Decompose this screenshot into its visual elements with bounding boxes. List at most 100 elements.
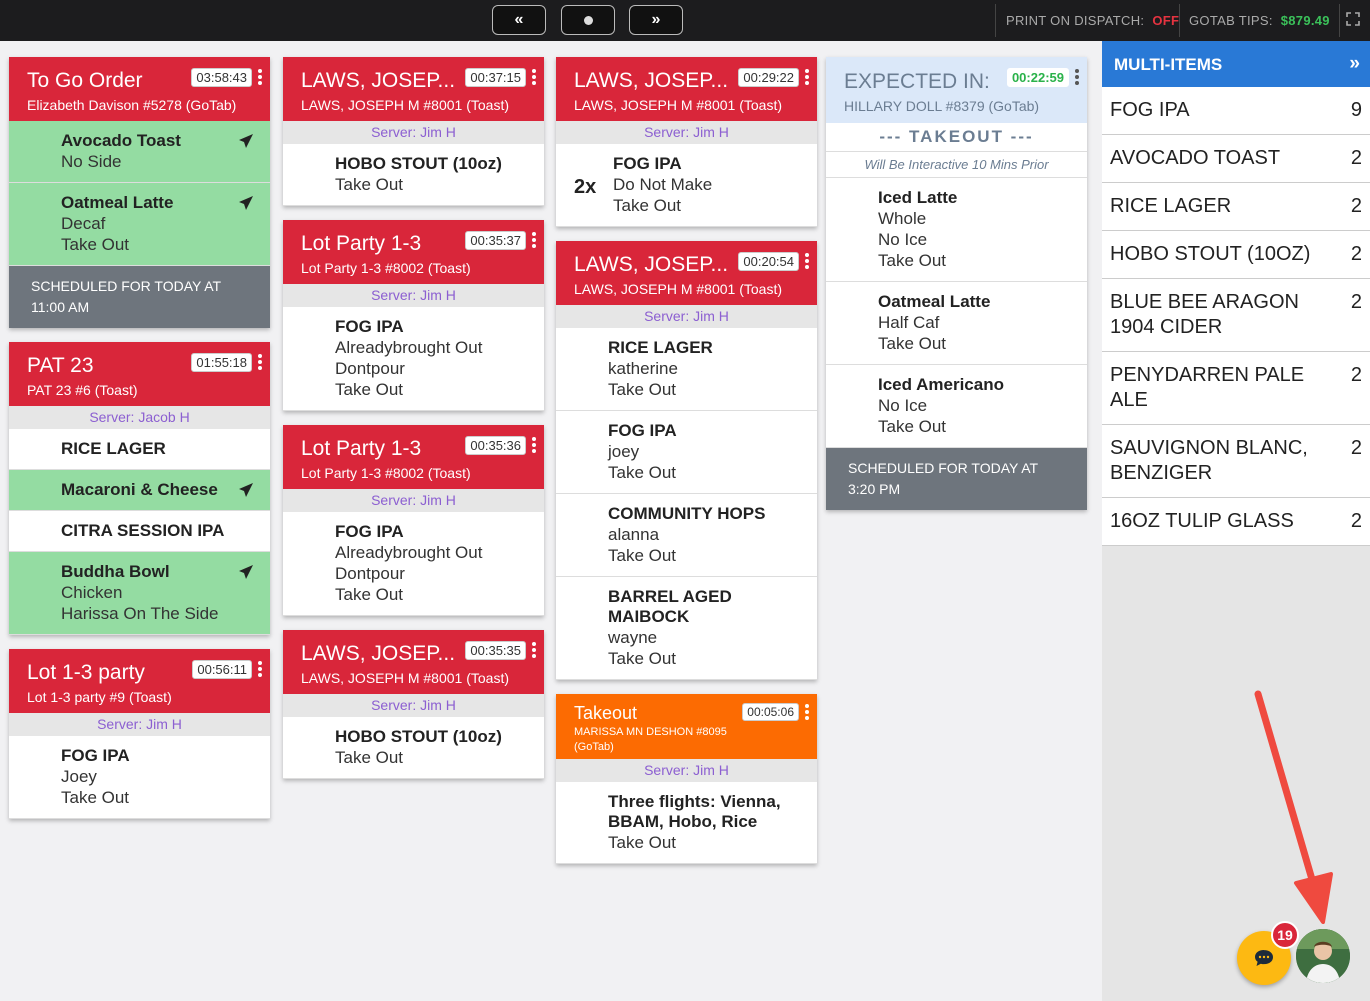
order-customer: Lot Party 1-3 #8002 (Toast) xyxy=(301,465,471,481)
multi-item-row[interactable]: FOG IPA 9 xyxy=(1102,87,1370,135)
multi-item-count: 2 xyxy=(1350,510,1362,532)
item-mod: joey xyxy=(608,442,640,461)
order-item[interactable]: FOG IPA Joey Take Out xyxy=(9,736,270,819)
order-item[interactable]: FOG IPA Alreadybrought Out Dontpour Take… xyxy=(283,307,544,411)
order-card[interactable]: Lot Party 1-3 Lot Party 1-3 #8002 (Toast… xyxy=(283,425,544,616)
item-mod: Take Out xyxy=(335,175,404,194)
next-page-button[interactable]: » xyxy=(629,5,683,35)
item-mod: Alreadybrought Out xyxy=(335,543,483,562)
paper-plane-icon xyxy=(239,134,253,148)
order-title: Lot Party 1-3 xyxy=(301,437,422,460)
multi-item-name: AVOCADO TOAST xyxy=(1110,147,1281,169)
order-timer: 00:56:11 xyxy=(192,660,252,679)
item-name: Macaroni & Cheese xyxy=(61,480,218,499)
order-customer: LAWS, JOSEPH M #8001 (Toast) xyxy=(574,281,782,297)
top-bar: « » PRINT ON DISPATCH: OFF GOTAB TIPS: $… xyxy=(0,0,1370,41)
kebab-menu-icon[interactable] xyxy=(805,253,809,271)
kebab-menu-icon[interactable] xyxy=(258,354,262,372)
order-item[interactable]: COMMUNITY HOPS alanna Take Out xyxy=(556,494,817,577)
print-status: OFF xyxy=(1152,13,1180,28)
item-mod: Dontpour xyxy=(335,564,405,583)
order-card[interactable]: Lot 1-3 party Lot 1-3 party #9 (Toast) 0… xyxy=(9,649,270,819)
collapse-chevron-icon[interactable]: » xyxy=(1349,53,1360,74)
prev-page-button[interactable]: « xyxy=(492,5,546,35)
order-item[interactable]: RICE LAGER xyxy=(9,429,270,470)
order-item[interactable]: Buddha Bowl Chicken Harissa On The Side xyxy=(9,552,270,635)
multi-item-row[interactable]: PENYDARREN PALE ALE 2 xyxy=(1102,352,1370,425)
order-item[interactable]: Iced Latte Whole No Ice Take Out xyxy=(826,178,1087,282)
kebab-menu-icon[interactable] xyxy=(258,69,262,87)
order-item[interactable]: HOBO STOUT (10oz) Take Out xyxy=(283,144,544,206)
multi-item-row[interactable]: AVOCADO TOAST 2 xyxy=(1102,135,1370,183)
order-item[interactable]: Macaroni & Cheese xyxy=(9,470,270,511)
order-card[interactable]: Lot Party 1-3 Lot Party 1-3 #8002 (Toast… xyxy=(283,220,544,411)
order-item[interactable]: CITRA SESSION IPA xyxy=(9,511,270,552)
order-customer: Lot Party 1-3 #8002 (Toast) xyxy=(301,260,471,276)
avatar[interactable] xyxy=(1296,929,1350,983)
order-card[interactable]: LAWS, JOSEP... LAWS, JOSEPH M #8001 (Toa… xyxy=(283,630,544,779)
server-label: Server: Jim H xyxy=(283,121,544,144)
item-quantity: 2x xyxy=(574,176,597,198)
kebab-menu-icon[interactable] xyxy=(532,437,536,455)
fullscreen-icon[interactable] xyxy=(1346,12,1360,26)
multi-item-count: 2 xyxy=(1350,147,1362,169)
item-mod: Alreadybrought Out xyxy=(335,338,483,357)
order-card[interactable]: PAT 23 PAT 23 #6 (Toast) 01:55:18 Server… xyxy=(9,342,270,635)
kebab-menu-icon[interactable] xyxy=(532,69,536,87)
print-on-dispatch[interactable]: PRINT ON DISPATCH: OFF xyxy=(1006,0,1179,41)
order-customer: LAWS, JOSEPH M #8001 (Toast) xyxy=(574,97,782,113)
kebab-menu-icon[interactable] xyxy=(805,704,809,722)
item-name: Iced Latte xyxy=(878,188,958,207)
item-name: FOG IPA xyxy=(608,421,677,440)
order-item[interactable]: BARREL AGED MAIBOCK wayne Take Out xyxy=(556,577,817,680)
pause-button[interactable] xyxy=(561,5,615,35)
order-item[interactable]: Oatmeal Latte Decaf Take Out xyxy=(9,183,270,266)
kebab-menu-icon[interactable] xyxy=(258,661,262,679)
multi-item-row[interactable]: 16OZ TULIP GLASS 2 xyxy=(1102,498,1370,546)
order-card[interactable]: LAWS, JOSEP... LAWS, JOSEPH M #8001 (Toa… xyxy=(556,57,817,227)
order-customer: PAT 23 #6 (Toast) xyxy=(27,382,138,398)
order-item[interactable]: FOG IPA Alreadybrought Out Dontpour Take… xyxy=(283,512,544,616)
order-customer: LAWS, JOSEPH M #8001 (Toast) xyxy=(301,670,509,686)
kebab-menu-icon[interactable] xyxy=(532,232,536,250)
expected-order-card[interactable]: EXPECTED IN: HILLARY DOLL #8379 (GoTab) … xyxy=(826,57,1087,510)
order-card[interactable]: Takeout MARISSA MN DESHON #8095 (GoTab) … xyxy=(556,694,817,864)
order-timer: 00:22:59 xyxy=(1006,68,1069,87)
order-customer: HILLARY DOLL #8379 (GoTab) xyxy=(844,98,1040,114)
item-name: FOG IPA xyxy=(335,522,404,541)
kebab-menu-icon[interactable] xyxy=(532,642,536,660)
item-name: RICE LAGER xyxy=(608,338,713,357)
order-item[interactable]: Three flights: Vienna, BBAM, Hobo, Rice … xyxy=(556,782,817,864)
order-item[interactable]: Iced Americano No Ice Take Out xyxy=(826,365,1087,448)
multi-item-row[interactable]: SAUVIGNON BLANC, BENZIGER 2 xyxy=(1102,425,1370,498)
multi-item-row[interactable]: BLUE BEE ARAGON 1904 CIDER 2 xyxy=(1102,279,1370,352)
order-item[interactable]: HOBO STOUT (10oz) Take Out xyxy=(283,717,544,779)
order-card[interactable]: LAWS, JOSEP... LAWS, JOSEPH M #8001 (Toa… xyxy=(283,57,544,206)
server-label: Server: Jim H xyxy=(283,489,544,512)
divider xyxy=(995,4,996,37)
order-timer: 00:29:22 xyxy=(738,68,799,87)
order-customer: Lot 1-3 party #9 (Toast) xyxy=(27,689,172,705)
order-card[interactable]: LAWS, JOSEP... LAWS, JOSEPH M #8001 (Toa… xyxy=(556,241,817,680)
order-title: Lot Party 1-3 xyxy=(301,232,422,255)
kebab-menu-icon[interactable] xyxy=(805,69,809,87)
server-label: Server: Jim H xyxy=(9,713,270,736)
item-mod: No Side xyxy=(61,152,122,171)
order-item[interactable]: 2x FOG IPA Do Not Make Take Out xyxy=(556,144,817,227)
item-name: Oatmeal Latte xyxy=(878,292,991,311)
order-timer: 00:05:06 xyxy=(742,703,799,721)
order-card[interactable]: To Go Order Elizabeth Davison #5278 (GoT… xyxy=(9,57,270,328)
order-item[interactable]: Avocado Toast No Side xyxy=(9,121,270,183)
order-item[interactable]: Oatmeal Latte Half Caf Take Out xyxy=(826,282,1087,365)
multi-item-row[interactable]: HOBO STOUT (10OZ) 2 xyxy=(1102,231,1370,279)
gotab-tips: GOTAB TIPS: $879.49 xyxy=(1189,0,1330,41)
multi-item-row[interactable]: RICE LAGER 2 xyxy=(1102,183,1370,231)
paper-plane-icon xyxy=(239,196,253,210)
item-name: RICE LAGER xyxy=(61,439,166,458)
server-label: Server: Jim H xyxy=(556,305,817,328)
order-item[interactable]: FOG IPA joey Take Out xyxy=(556,411,817,494)
kebab-menu-icon[interactable] xyxy=(1075,69,1079,87)
order-timer: 00:20:54 xyxy=(738,252,799,271)
multi-item-name: HOBO STOUT (10OZ) xyxy=(1110,243,1311,265)
order-item[interactable]: RICE LAGER katherine Take Out xyxy=(556,328,817,411)
